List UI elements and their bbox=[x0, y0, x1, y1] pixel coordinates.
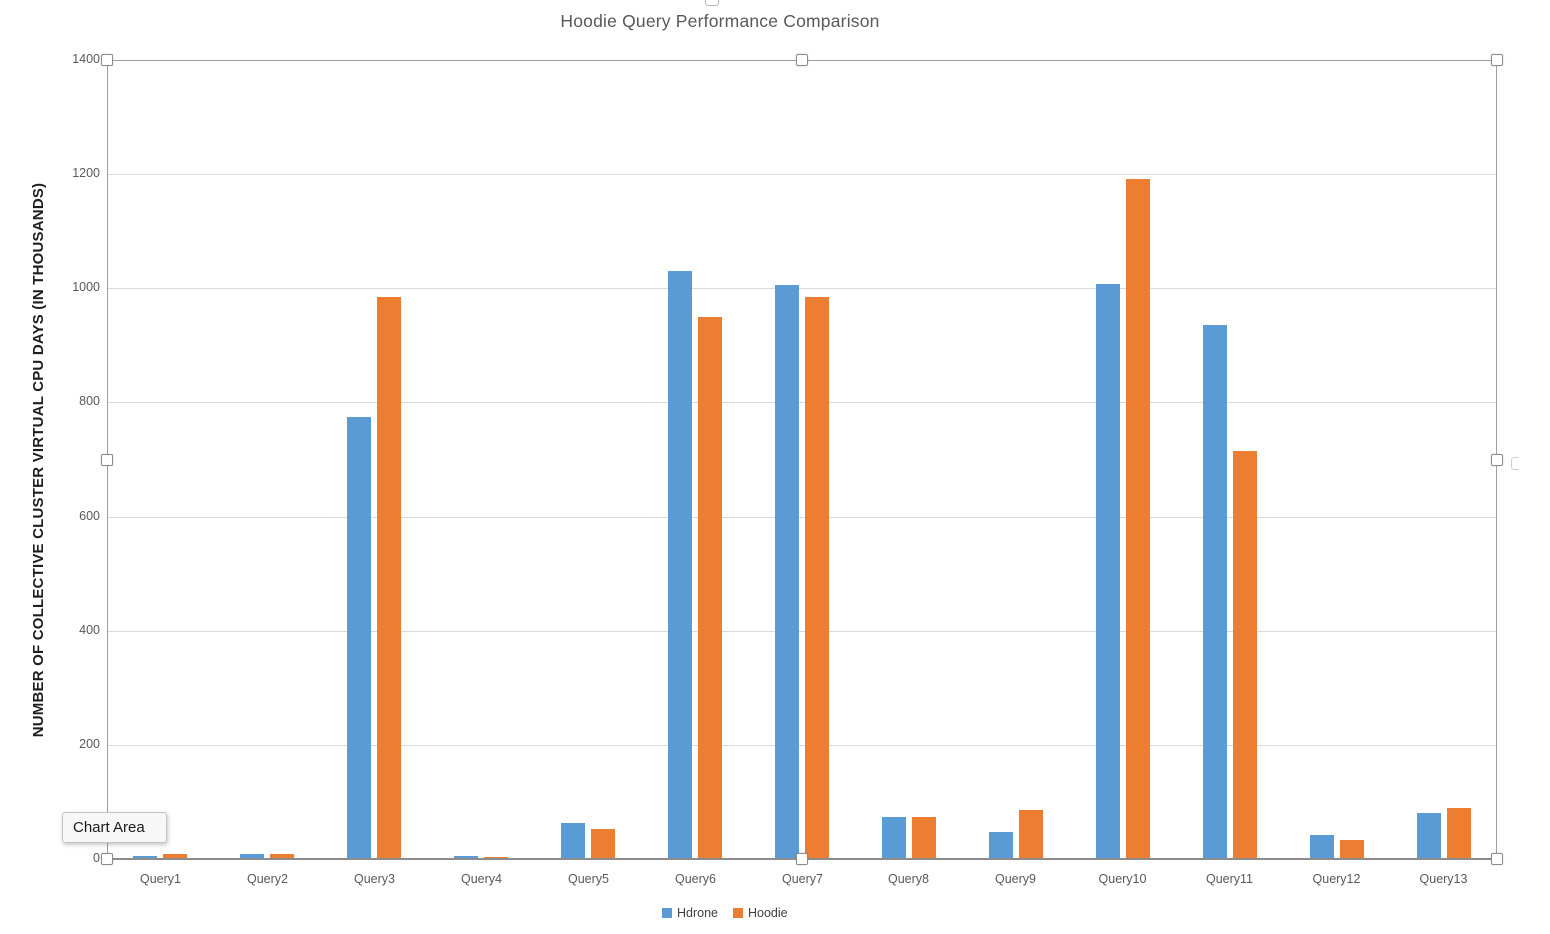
legend-swatch-icon bbox=[662, 908, 672, 918]
x-axis-category-label: Query6 bbox=[675, 872, 716, 886]
y-axis-tick-label: 400 bbox=[79, 623, 100, 637]
x-axis-category-label: Query5 bbox=[568, 872, 609, 886]
y-axis-tick-label: 1000 bbox=[72, 280, 100, 294]
x-axis-category-label: Query7 bbox=[782, 872, 823, 886]
x-axis-category-label: Query8 bbox=[888, 872, 929, 886]
bar-hdrone-query6[interactable] bbox=[668, 271, 692, 859]
chart-outer-resize-handle-right[interactable] bbox=[1511, 455, 1519, 473]
bar-hdrone-query3[interactable] bbox=[347, 417, 371, 859]
gridline bbox=[107, 288, 1497, 289]
bar-hdrone-query4[interactable] bbox=[454, 856, 478, 859]
bar-hoodie-query6[interactable] bbox=[698, 317, 722, 859]
bar-hdrone-query13[interactable] bbox=[1417, 813, 1441, 859]
bar-hoodie-query13[interactable] bbox=[1447, 808, 1471, 859]
chart-outer-resize-handle-top[interactable] bbox=[705, 0, 719, 6]
bar-hoodie-query8[interactable] bbox=[912, 817, 936, 859]
legend-label: Hoodie bbox=[748, 906, 788, 920]
selection-handle-bottom-left[interactable] bbox=[101, 853, 113, 865]
bar-hdrone-query2[interactable] bbox=[240, 854, 264, 859]
chart-area-tooltip: Chart Area bbox=[62, 812, 167, 843]
selection-handle-middle-right[interactable] bbox=[1491, 454, 1503, 466]
selection-handle-middle-left[interactable] bbox=[101, 454, 113, 466]
chart-title[interactable]: Hoodie Query Performance Comparison bbox=[560, 11, 880, 31]
x-axis-category-label: Query1 bbox=[140, 872, 181, 886]
x-axis-category-label: Query2 bbox=[247, 872, 288, 886]
bar-hdrone-query10[interactable] bbox=[1096, 284, 1120, 859]
gridline bbox=[107, 174, 1497, 175]
legend[interactable]: Hdrone Hoodie bbox=[662, 906, 788, 920]
selection-handle-top-center[interactable] bbox=[796, 54, 808, 66]
selection-handle-top-left[interactable] bbox=[101, 54, 113, 66]
y-axis-tick-label: 800 bbox=[79, 394, 100, 408]
bar-hdrone-query5[interactable] bbox=[561, 823, 585, 859]
legend-label: Hdrone bbox=[677, 906, 718, 920]
legend-item-hoodie[interactable]: Hoodie bbox=[733, 906, 788, 920]
gridline bbox=[107, 745, 1497, 746]
bar-hdrone-query9[interactable] bbox=[989, 832, 1013, 859]
bar-hdrone-query12[interactable] bbox=[1310, 835, 1334, 859]
y-axis-tick-label: 0 bbox=[93, 851, 100, 865]
legend-item-hdrone[interactable]: Hdrone bbox=[662, 906, 718, 920]
x-axis-category-label: Query10 bbox=[1098, 872, 1147, 886]
bar-hoodie-query3[interactable] bbox=[377, 297, 401, 859]
bar-hdrone-query8[interactable] bbox=[882, 817, 906, 859]
bar-hoodie-query12[interactable] bbox=[1340, 840, 1364, 859]
bar-hoodie-query7[interactable] bbox=[805, 297, 829, 859]
y-axis-tick-label: 1200 bbox=[72, 166, 100, 180]
bar-hoodie-query1[interactable] bbox=[163, 854, 187, 859]
bar-hoodie-query11[interactable] bbox=[1233, 451, 1257, 859]
gridline bbox=[107, 631, 1497, 632]
x-axis-category-label: Query11 bbox=[1205, 872, 1253, 886]
y-axis-tick-label: 1400 bbox=[72, 52, 100, 66]
bar-hdrone-query1[interactable] bbox=[133, 856, 157, 859]
bar-hdrone-query7[interactable] bbox=[775, 285, 799, 859]
selection-handle-bottom-center[interactable] bbox=[796, 853, 808, 865]
gridline bbox=[107, 402, 1497, 403]
plot-frame bbox=[107, 60, 1497, 859]
x-axis-category-label: Query3 bbox=[354, 872, 395, 886]
x-axis-category-label: Query12 bbox=[1312, 872, 1361, 886]
legend-swatch-icon bbox=[733, 908, 743, 918]
x-axis-category-label: Query4 bbox=[461, 872, 502, 886]
y-axis-tick-label: 200 bbox=[79, 737, 100, 751]
bar-hoodie-query2[interactable] bbox=[270, 854, 294, 859]
bar-hoodie-query9[interactable] bbox=[1019, 810, 1043, 859]
x-axis-category-label: Query9 bbox=[995, 872, 1036, 886]
bar-hoodie-query10[interactable] bbox=[1126, 179, 1150, 859]
gridline bbox=[107, 517, 1497, 518]
selection-handle-bottom-right[interactable] bbox=[1491, 853, 1503, 865]
bar-hoodie-query5[interactable] bbox=[591, 829, 615, 859]
y-axis-title[interactable]: NUMBER OF COLLECTIVE CLUSTER VIRTUAL CPU… bbox=[30, 182, 47, 738]
x-axis-category-label: Query13 bbox=[1419, 872, 1468, 886]
selection-handle-top-right[interactable] bbox=[1491, 54, 1503, 66]
resize-handle-icon bbox=[1511, 457, 1519, 470]
y-axis-tick-label: 600 bbox=[79, 509, 100, 523]
bar-hdrone-query11[interactable] bbox=[1203, 325, 1227, 859]
